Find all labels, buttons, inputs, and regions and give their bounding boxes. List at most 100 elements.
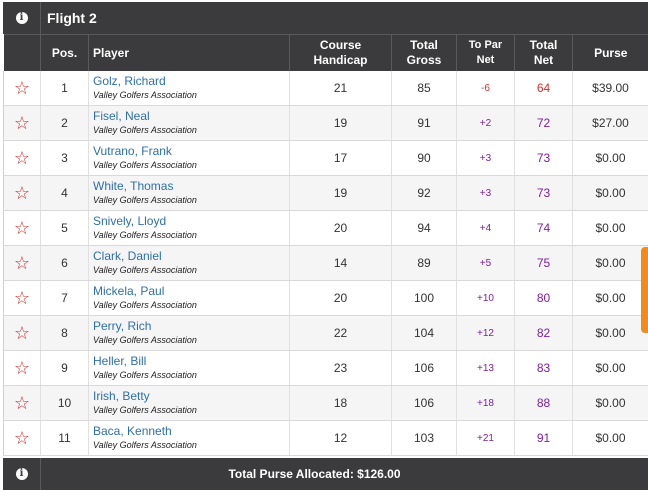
- player-name-link[interactable]: Fisel, Neal: [93, 109, 289, 124]
- player-name-link[interactable]: Heller, Bill: [93, 354, 289, 369]
- pos-cell: 8: [41, 316, 89, 351]
- player-name-link[interactable]: Clark, Daniel: [93, 249, 289, 264]
- net-cell: 73: [515, 176, 573, 211]
- flight-title: Flight 2: [41, 10, 97, 26]
- player-name-link[interactable]: Vutrano, Frank: [93, 144, 289, 159]
- favorite-cell[interactable]: ☆: [4, 176, 41, 211]
- flight-title-bar: i Flight 2: [3, 2, 648, 34]
- favorite-cell[interactable]: ☆: [4, 421, 41, 456]
- net-cell: 82: [515, 316, 573, 351]
- player-name-link[interactable]: White, Thomas: [93, 179, 289, 194]
- star-icon[interactable]: ☆: [14, 393, 30, 413]
- handicap-cell: 12: [290, 421, 392, 456]
- star-icon[interactable]: ☆: [14, 428, 30, 448]
- favorite-cell[interactable]: ☆: [4, 71, 41, 106]
- pos-cell: 11: [41, 421, 89, 456]
- favorite-cell[interactable]: ☆: [4, 386, 41, 421]
- topar-cell: +5: [457, 246, 515, 281]
- handicap-cell: 23: [290, 351, 392, 386]
- favorite-cell[interactable]: ☆: [4, 106, 41, 141]
- handicap-cell: 17: [290, 141, 392, 176]
- header-favorite: [4, 35, 41, 72]
- topar-cell: +10: [457, 281, 515, 316]
- topar-cell: +4: [457, 211, 515, 246]
- player-association: Valley Golfers Association: [93, 124, 289, 137]
- pos-cell: 6: [41, 246, 89, 281]
- handicap-cell: 18: [290, 386, 392, 421]
- gross-cell: 92: [392, 176, 457, 211]
- handicap-cell: 22: [290, 316, 392, 351]
- net-cell: 72: [515, 106, 573, 141]
- purse-cell: $0.00: [573, 351, 648, 386]
- pos-cell: 9: [41, 351, 89, 386]
- pos-cell: 5: [41, 211, 89, 246]
- star-icon[interactable]: ☆: [14, 113, 30, 133]
- topar-cell: +21: [457, 421, 515, 456]
- info-icon: i: [16, 468, 28, 480]
- player-name-link[interactable]: Snively, Lloyd: [93, 214, 289, 229]
- player-association: Valley Golfers Association: [93, 264, 289, 277]
- net-cell: 75: [515, 246, 573, 281]
- footer-bar: i Total Purse Allocated: $126.00: [3, 458, 648, 490]
- net-cell: 80: [515, 281, 573, 316]
- player-name-link[interactable]: Irish, Betty: [93, 389, 289, 404]
- player-name-link[interactable]: Golz, Richard: [93, 74, 289, 89]
- star-icon[interactable]: ☆: [14, 148, 30, 168]
- star-icon[interactable]: ☆: [14, 183, 30, 203]
- gross-cell: 85: [392, 71, 457, 106]
- net-cell: 73: [515, 141, 573, 176]
- topar-cell: -6: [457, 71, 515, 106]
- player-name-link[interactable]: Baca, Kenneth: [93, 424, 289, 439]
- handicap-cell: 20: [290, 211, 392, 246]
- purse-cell: $0.00: [573, 246, 648, 281]
- gross-cell: 100: [392, 281, 457, 316]
- star-icon[interactable]: ☆: [14, 288, 30, 308]
- info-button[interactable]: i: [3, 2, 41, 34]
- net-cell: 88: [515, 386, 573, 421]
- purse-cell: $0.00: [573, 316, 648, 351]
- handicap-cell: 14: [290, 246, 392, 281]
- header-pos[interactable]: Pos.: [41, 35, 89, 72]
- favorite-cell[interactable]: ☆: [4, 211, 41, 246]
- player-association: Valley Golfers Association: [93, 229, 289, 242]
- gross-cell: 91: [392, 106, 457, 141]
- favorite-cell[interactable]: ☆: [4, 246, 41, 281]
- star-icon[interactable]: ☆: [14, 358, 30, 378]
- star-icon[interactable]: ☆: [14, 78, 30, 98]
- pos-cell: 3: [41, 141, 89, 176]
- footer-info-button[interactable]: i: [3, 458, 41, 490]
- feedback-side-tab[interactable]: [641, 247, 648, 333]
- purse-cell: $0.00: [573, 176, 648, 211]
- player-name-link[interactable]: Perry, Rich: [93, 319, 289, 334]
- favorite-cell[interactable]: ☆: [4, 316, 41, 351]
- star-icon[interactable]: ☆: [14, 323, 30, 343]
- header-player[interactable]: Player: [89, 35, 290, 72]
- favorite-cell[interactable]: ☆: [4, 351, 41, 386]
- favorite-cell[interactable]: ☆: [4, 141, 41, 176]
- pos-cell: 10: [41, 386, 89, 421]
- header-purse[interactable]: Purse: [573, 35, 648, 72]
- net-cell: 83: [515, 351, 573, 386]
- player-name-link[interactable]: Mickela, Paul: [93, 284, 289, 299]
- star-icon[interactable]: ☆: [14, 253, 30, 273]
- star-icon[interactable]: ☆: [14, 218, 30, 238]
- topar-cell: +12: [457, 316, 515, 351]
- purse-cell: $0.00: [573, 386, 648, 421]
- favorite-cell[interactable]: ☆: [4, 281, 41, 316]
- player-association: Valley Golfers Association: [93, 439, 289, 452]
- topar-cell: +3: [457, 176, 515, 211]
